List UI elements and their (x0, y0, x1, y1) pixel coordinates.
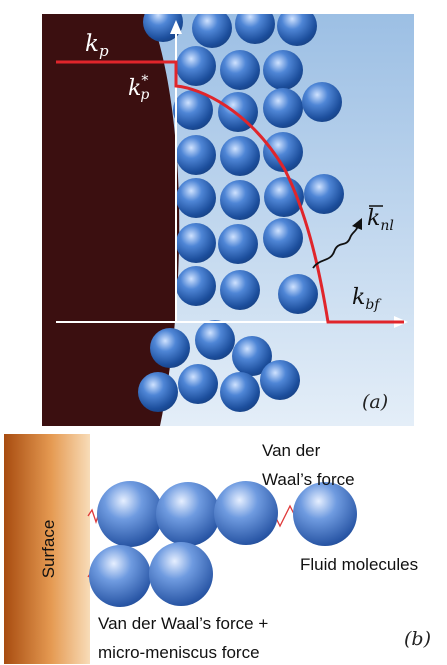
fluid-molecule (232, 336, 272, 376)
fluid-molecule (176, 223, 216, 263)
combined-force-label-line1: Van der Waal’s force + (98, 614, 268, 633)
fluid-molecule (260, 360, 300, 400)
vdw-label-line2: Waal’s force (262, 470, 355, 489)
fluid-molecule (176, 135, 216, 175)
fluid-molecule (214, 481, 278, 545)
fluid-molecule (220, 180, 260, 220)
conductivity-profile-line (56, 60, 404, 324)
fluid-molecule (176, 266, 216, 306)
label-kp: kp (85, 31, 109, 60)
fluid-molecule (263, 88, 303, 128)
fluid-molecule (220, 136, 260, 176)
fluid-molecule (263, 218, 303, 258)
fluid-molecule (138, 372, 178, 412)
fluid-molecule (293, 482, 357, 546)
panel-a (42, 14, 414, 426)
fluid-molecule (263, 132, 303, 172)
fluid-molecule (195, 320, 235, 360)
fluid-molecule (218, 224, 258, 264)
surface-label: Surface (39, 520, 58, 579)
panel-b-tag: (b) (404, 628, 431, 650)
pointer-squiggle (312, 225, 359, 269)
fluid-molecules-label: Fluid molecules (300, 555, 418, 574)
fluid-molecule (278, 274, 318, 314)
vdw-label-line1: Van der (262, 441, 321, 460)
label-knl: knl (367, 206, 394, 234)
fluid-molecule (304, 174, 344, 214)
fluid-molecule (220, 372, 260, 412)
fluid-molecule (89, 545, 151, 607)
fluid-molecule (302, 82, 342, 122)
fluid-molecule (192, 14, 232, 48)
fluid-molecule (220, 50, 260, 90)
fluid-molecule (176, 178, 216, 218)
fluid-molecule (150, 328, 190, 368)
fluid-molecule (97, 481, 163, 547)
panel-a-tag: (a) (362, 391, 388, 413)
fluid-molecule (143, 14, 183, 42)
fluid-molecule (149, 542, 213, 606)
molecule-cluster (138, 14, 344, 412)
fluid-molecule (277, 14, 317, 46)
surface-block (4, 434, 90, 664)
label-kp-star: k* p (128, 73, 149, 103)
fluid-molecule (235, 14, 275, 44)
fluid-molecule (263, 50, 303, 90)
pointer-arrow-icon (352, 218, 362, 230)
fluid-molecule (220, 270, 260, 310)
combined-force-label-line2: micro-meniscus force (98, 643, 260, 662)
fluid-molecule (178, 364, 218, 404)
label-kbf: kbf (352, 285, 382, 313)
panel-b: Surface Van der Waal’s force Fluid molec… (4, 434, 431, 664)
y-axis-arrow-icon (170, 20, 182, 34)
fluid-molecule (156, 482, 220, 546)
fluid-molecule (176, 46, 216, 86)
fluid-molecule (173, 90, 213, 130)
